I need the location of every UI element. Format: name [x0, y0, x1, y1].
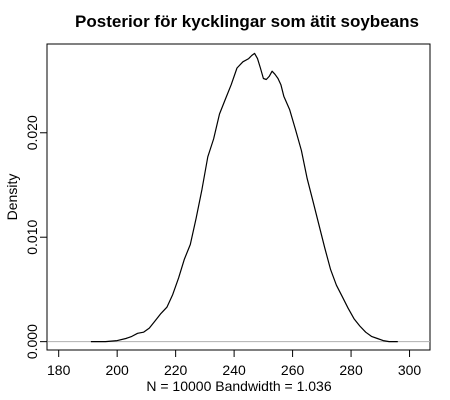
- density-curve: [90, 52, 398, 343]
- x-tick-label: 300: [398, 362, 422, 378]
- y-axis: 0.000 0.010 0.020: [24, 115, 48, 359]
- x-tick-label: 200: [105, 362, 129, 378]
- plot-frame: [46, 43, 431, 351]
- x-tick-label: 220: [164, 362, 188, 378]
- chart-title: Posterior för kycklingar som ätit soybea…: [75, 12, 419, 31]
- x-tick-label: 260: [281, 362, 305, 378]
- x-axis-label: N = 10000 Bandwidth = 1.036: [146, 378, 331, 394]
- y-axis-label: Density: [4, 174, 20, 221]
- y-tick-label: 0.020: [24, 115, 40, 150]
- x-tick-label: 280: [339, 362, 363, 378]
- x-tick-label: 240: [222, 362, 246, 378]
- y-tick-label: 0.000: [24, 324, 40, 359]
- x-tick-label: 180: [47, 362, 71, 378]
- y-tick-label: 0.010: [24, 219, 40, 254]
- x-axis: 180 200 220 240 260 280 300: [47, 349, 422, 378]
